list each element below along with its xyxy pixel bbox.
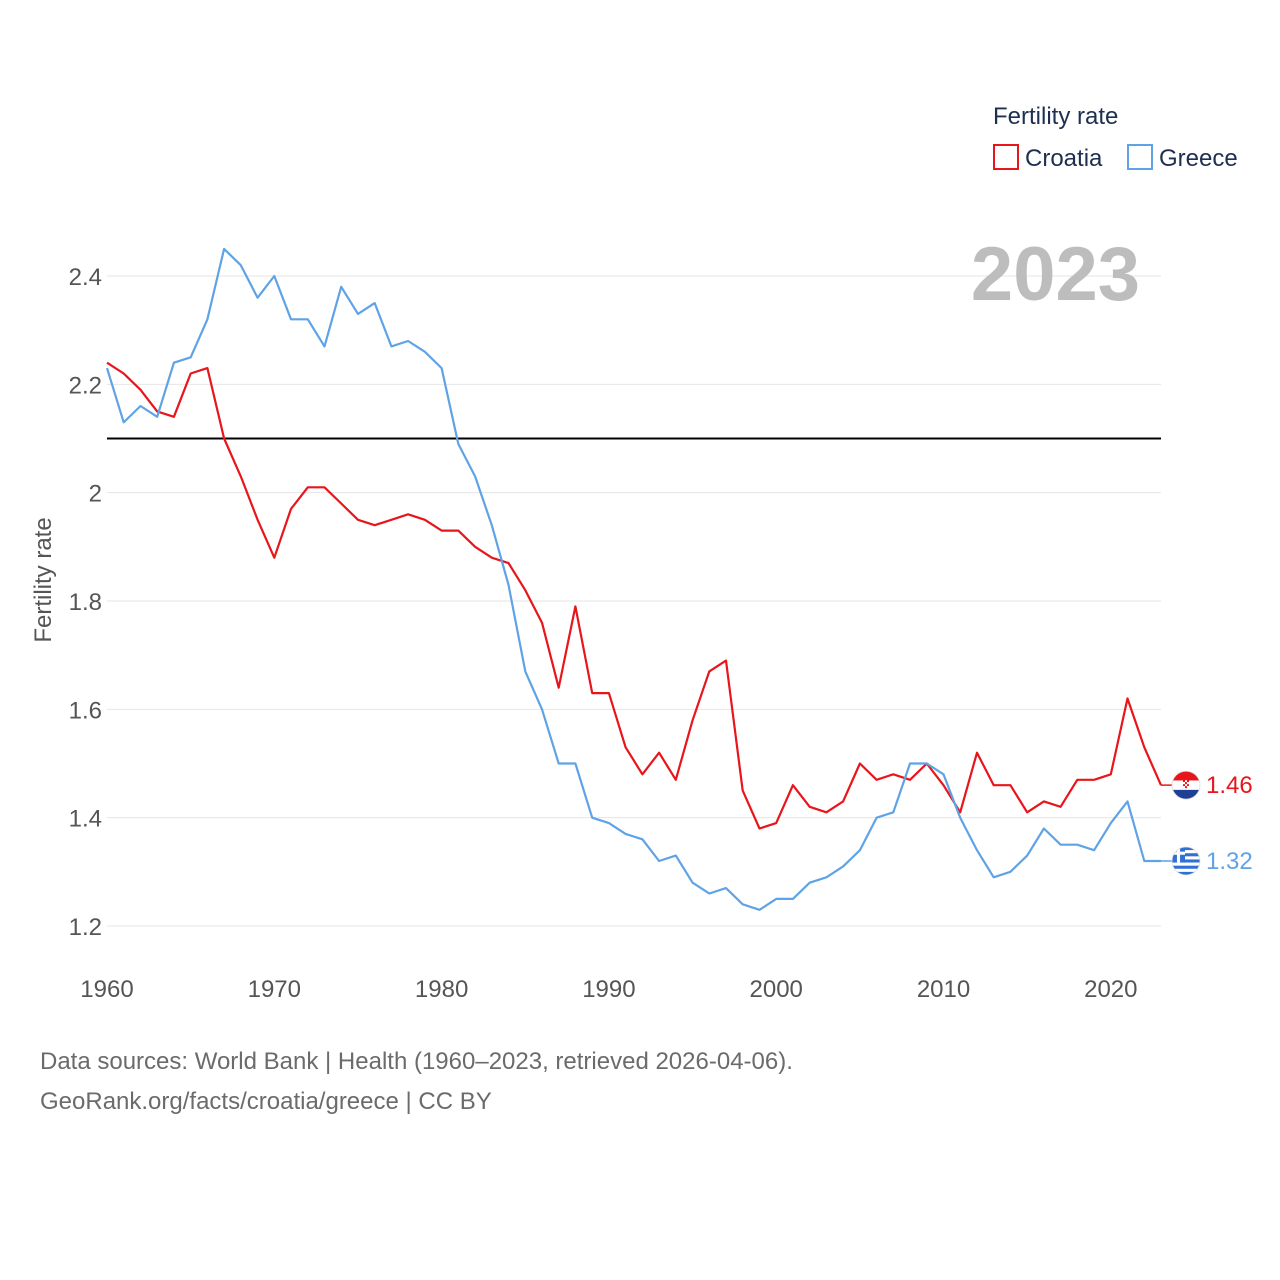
legend-label-croatia: Croatia (1025, 145, 1103, 172)
y-axis-label: Fertility rate (30, 517, 57, 642)
series-line-greece (105, 247, 1161, 911)
x-tick-label: 1960 (80, 976, 133, 1003)
y-tick-label: 1.6 (69, 697, 102, 724)
y-tick-label: 1.8 (69, 589, 102, 616)
y-tick-label: 1.2 (69, 914, 102, 941)
y-tick-label: 2.2 (69, 372, 102, 399)
legend-swatch-croatia (993, 144, 1019, 170)
current-year-label: 2023 (971, 232, 1140, 317)
legend: Fertility rate Croatia Greece (993, 103, 1238, 172)
series-end-markers: 1.46 1.32 (1161, 770, 1253, 876)
x-tick-label: 1990 (582, 976, 635, 1003)
end-value-label-croatia: 1.46 (1206, 772, 1253, 799)
legend-label-greece: Greece (1159, 145, 1238, 172)
y-axis-ticks: 1.2 1.4 1.6 1.8 2 2.2 2.4 (69, 264, 102, 941)
source-line-1: Data sources: World Bank | Health (1960–… (40, 1048, 793, 1075)
source-note: Data sources: World Bank | Health (1960–… (40, 1042, 793, 1122)
x-tick-label: 2000 (750, 976, 803, 1003)
greece-flag-icon (1171, 846, 1201, 876)
series-lines (105, 247, 1163, 911)
y-tick-label: 2 (89, 481, 102, 508)
x-tick-label: 2010 (917, 976, 970, 1003)
legend-item-greece[interactable]: Greece (1127, 144, 1238, 172)
grid-lines (107, 275, 1161, 927)
source-line-2: GeoRank.org/facts/croatia/greece | CC BY (40, 1088, 492, 1115)
x-tick-label: 1970 (248, 976, 301, 1003)
y-tick-label: 1.4 (69, 806, 102, 833)
x-axis-ticks: 1960 1970 1980 1990 2000 2010 2020 (80, 976, 1137, 1003)
legend-swatch-greece (1127, 144, 1153, 170)
x-tick-label: 2020 (1084, 976, 1137, 1003)
legend-item-croatia[interactable]: Croatia (993, 144, 1103, 172)
series-line-croatia (106, 361, 1163, 830)
end-value-label-greece: 1.32 (1206, 848, 1253, 875)
croatia-flag-icon (1171, 770, 1201, 800)
x-tick-label: 1980 (415, 976, 468, 1003)
legend-title: Fertility rate (993, 103, 1118, 130)
y-tick-label: 2.4 (69, 264, 102, 291)
